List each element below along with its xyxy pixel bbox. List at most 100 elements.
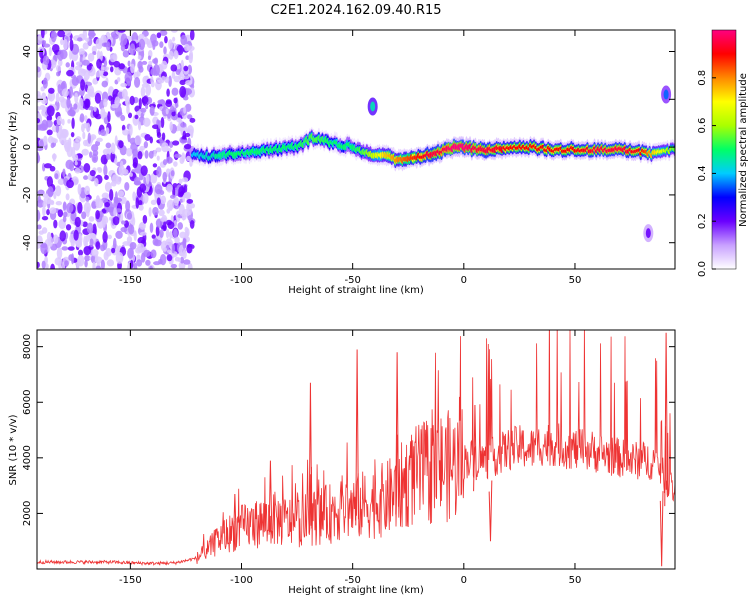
noise-speck	[165, 156, 173, 164]
spectrogram-frame	[36, 29, 676, 270]
noise-speck	[189, 30, 195, 41]
noise-speck	[37, 195, 41, 204]
colorbar-gradient	[711, 29, 737, 270]
noise-speck	[186, 125, 194, 136]
noise-speck	[84, 259, 88, 268]
noise-speck	[96, 50, 101, 61]
x-tick-label: 0	[461, 275, 467, 286]
ridge-segment	[672, 147, 675, 152]
spectrogram-x-ticks: -150 -100 -50 0 50	[119, 30, 581, 286]
noise-speck	[82, 131, 86, 140]
noise-speck	[184, 43, 190, 52]
noise-speck	[179, 85, 187, 98]
noise-speck	[164, 35, 168, 44]
snr-spike	[233, 493, 237, 543]
noise-speck	[165, 100, 173, 108]
x-tick-label: 50	[569, 275, 582, 286]
noise-speck	[100, 259, 105, 269]
noise-speck	[111, 247, 116, 254]
noise-speck	[169, 121, 173, 132]
noise-speck	[139, 145, 146, 151]
noise-speck	[179, 231, 187, 239]
noise-speck	[87, 52, 95, 62]
noise-speck	[57, 178, 65, 185]
noise-speck	[138, 97, 142, 110]
noise-speck	[65, 159, 74, 170]
noise-speck	[44, 163, 52, 169]
noise-speck	[91, 201, 97, 209]
snr-spike	[488, 480, 493, 542]
noise-speck	[162, 171, 168, 182]
noise-speck	[149, 105, 155, 116]
noise-speck	[69, 39, 74, 52]
noise-speck	[152, 42, 156, 51]
noise-speck	[156, 155, 160, 161]
noise-speck	[160, 116, 165, 129]
noise-speck	[137, 55, 142, 60]
noise-speck	[65, 193, 70, 201]
noise-speck	[186, 155, 191, 162]
noise-speck	[182, 130, 187, 140]
noise-speck	[62, 211, 68, 218]
noise-speck	[168, 39, 173, 50]
noise-speck	[144, 133, 151, 141]
noise-speck	[159, 41, 164, 49]
noise-speck	[156, 32, 162, 39]
noise-speck	[127, 247, 134, 259]
spectrogram-noise-region	[37, 30, 196, 269]
noise-speck	[110, 151, 115, 163]
noise-speck	[99, 129, 107, 137]
noise-speck	[89, 238, 94, 248]
noise-speck	[170, 64, 178, 72]
noise-speck	[157, 99, 166, 105]
noise-speck	[86, 222, 94, 234]
noise-speck	[178, 178, 183, 185]
figure-title: C2E1.2024.162.09.40.R15	[270, 3, 441, 18]
y-tick-label: -20	[22, 187, 33, 203]
noise-speck	[127, 112, 133, 119]
noise-speck	[174, 236, 180, 244]
noise-speck	[114, 191, 118, 203]
noise-speck	[41, 92, 47, 102]
noise-speck	[55, 201, 63, 206]
noise-speck	[104, 181, 112, 193]
noise-speck	[109, 216, 113, 221]
noise-speck	[62, 201, 67, 211]
noise-speck	[54, 173, 59, 180]
spectrogram-ridge	[191, 127, 675, 172]
noise-speck	[109, 188, 114, 201]
noise-speck	[92, 223, 97, 236]
noise-speck	[46, 208, 50, 216]
noise-speck	[37, 94, 43, 103]
noise-speck	[77, 249, 84, 256]
noise-speck	[173, 196, 180, 206]
noise-speck	[184, 226, 189, 233]
noise-speck	[161, 132, 166, 141]
noise-speck	[116, 111, 123, 116]
noise-speck	[71, 77, 79, 86]
y-tick-label: 8000	[22, 334, 33, 359]
noise-speck	[180, 34, 188, 46]
noise-speck	[150, 249, 157, 259]
noise-speck	[173, 97, 178, 104]
snr-series	[37, 330, 675, 567]
noise-speck	[171, 71, 176, 79]
noise-speck	[120, 226, 128, 233]
noise-speck	[168, 50, 174, 60]
noise-speck	[95, 210, 100, 220]
noise-speck	[37, 224, 42, 230]
noise-speck	[134, 135, 142, 146]
noise-speck	[88, 32, 96, 37]
noise-speck	[86, 88, 94, 95]
y-tick-label: 40	[22, 45, 33, 58]
noise-speck	[132, 148, 139, 157]
noise-speck	[73, 103, 78, 110]
noise-speck	[60, 38, 64, 46]
noise-speck	[100, 154, 108, 165]
noise-speck	[142, 192, 149, 204]
noise-speck	[182, 238, 187, 249]
noise-speck	[144, 150, 149, 159]
noise-speck	[83, 162, 91, 173]
noise-speck	[186, 243, 193, 254]
noise-speck	[94, 92, 102, 104]
